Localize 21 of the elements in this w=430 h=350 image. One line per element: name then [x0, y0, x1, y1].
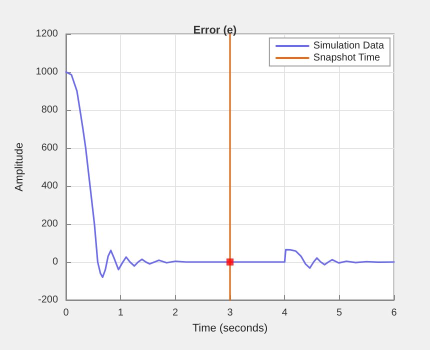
y-tick-label: 0	[52, 256, 58, 268]
x-tick-label: 2	[172, 308, 179, 318]
line-series	[65, 71, 395, 278]
x-tick-label: 0	[63, 308, 70, 318]
y-axis-title: Amplitude	[13, 142, 26, 192]
legend-label: Simulation Data	[313, 40, 384, 52]
x-tick-label: 6	[391, 308, 398, 318]
y-tick-label: 400	[41, 180, 58, 192]
y-tick-label: -200	[38, 294, 58, 306]
y-tick-label: 1000	[36, 66, 58, 78]
x-tick-label: 4	[282, 308, 288, 318]
y-tick-label: 1200	[36, 28, 58, 40]
y-tick-label: 800	[41, 104, 58, 116]
y-tick-label: 200	[41, 218, 58, 230]
x-axis-title: Time (seconds)	[192, 322, 268, 334]
y-tick-label: 600	[41, 142, 58, 154]
chart-title: Error (e)	[193, 24, 238, 36]
x-tick-label: 3	[227, 308, 234, 318]
legend-label: Snapshot Time	[313, 52, 381, 64]
x-tick-label: 1	[118, 308, 124, 318]
x-tick-label: 5	[336, 308, 343, 318]
